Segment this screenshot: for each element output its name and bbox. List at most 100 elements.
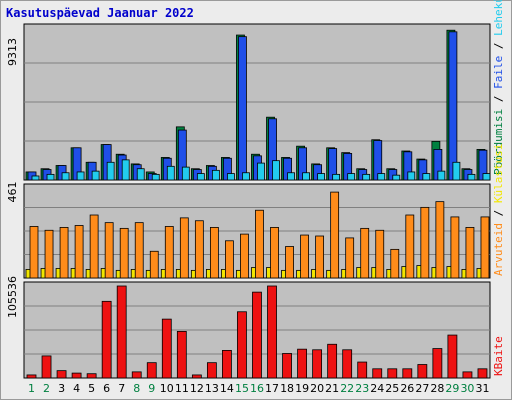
sites-bar-day-17 bbox=[270, 227, 279, 279]
kbytes-bar-day-16 bbox=[252, 291, 262, 379]
kbytes-legend: KBaite bbox=[492, 336, 505, 376]
sites-bar-day-29 bbox=[450, 216, 460, 279]
pages-bar-day-9 bbox=[151, 173, 160, 181]
kbytes-bar-day-29 bbox=[447, 334, 458, 379]
pages-bar-day-5 bbox=[91, 170, 100, 181]
legend-0-part-4: Lehekülgi bbox=[492, 0, 505, 36]
day-label-24: 24 bbox=[370, 382, 384, 395]
pages-bar-day-26 bbox=[407, 171, 416, 181]
sites-bar-day-18 bbox=[285, 246, 294, 279]
day-label-18: 18 bbox=[280, 382, 294, 395]
day-label-13: 13 bbox=[205, 382, 219, 395]
day-label-14: 14 bbox=[220, 382, 234, 395]
sites-bar-day-9 bbox=[149, 250, 159, 279]
legend-0-part-2: Faile bbox=[492, 56, 505, 89]
sites-bar-day-20 bbox=[315, 235, 325, 279]
day-label-23: 23 bbox=[355, 382, 369, 395]
day-label-1: 1 bbox=[28, 382, 35, 395]
pages-bar-day-2 bbox=[46, 173, 55, 181]
sites-ymax-label: 461 bbox=[6, 182, 19, 203]
legend-2-part-0: KBaite bbox=[492, 336, 505, 376]
day-label-31: 31 bbox=[475, 382, 489, 395]
day-label-20: 20 bbox=[310, 382, 324, 395]
pages-bar-day-24 bbox=[377, 173, 386, 181]
sites-bar-day-16 bbox=[255, 209, 264, 279]
kbytes-bar-day-26 bbox=[402, 368, 413, 379]
pages-bar-day-22 bbox=[347, 173, 356, 181]
pages-bar-day-19 bbox=[302, 172, 310, 181]
kbytes-bar-day-15 bbox=[237, 311, 247, 379]
sites-bar-day-7 bbox=[119, 227, 129, 279]
kbytes-bar-day-11 bbox=[176, 330, 187, 379]
pages-bar-day-21 bbox=[332, 173, 341, 181]
sites-legend: Arvuteid / Külastusi bbox=[492, 144, 505, 276]
legend-1-part-2: Külastusi bbox=[492, 144, 505, 204]
sites-bar-day-19 bbox=[300, 234, 309, 279]
kbytes-bar-day-2 bbox=[41, 355, 52, 379]
legend-0-part-1: / bbox=[492, 89, 505, 109]
legend-0-part-3: / bbox=[492, 36, 505, 56]
kbytes-bar-day-4 bbox=[71, 372, 82, 379]
day-label-30: 30 bbox=[460, 382, 474, 395]
pages-bar-day-1 bbox=[31, 175, 40, 181]
kbytes-bar-day-10 bbox=[161, 318, 172, 379]
day-label-12: 12 bbox=[190, 382, 204, 395]
kbytes-bar-day-14 bbox=[222, 349, 232, 379]
kbytes-ymax-label: 105536 bbox=[6, 276, 19, 318]
sites-bar-day-4 bbox=[74, 225, 84, 279]
day-label-9: 9 bbox=[148, 382, 155, 395]
files-bar-day-29 bbox=[448, 31, 458, 181]
day-label-26: 26 bbox=[400, 382, 414, 395]
day-label-15: 15 bbox=[235, 382, 249, 395]
kbytes-bar-day-12 bbox=[191, 374, 202, 379]
pages-bar-day-31 bbox=[482, 173, 491, 181]
sites-bar-day-30 bbox=[465, 227, 475, 279]
sites-bar-day-14 bbox=[225, 240, 234, 279]
pages-bar-day-20 bbox=[317, 173, 326, 181]
kbytes-bar-day-18 bbox=[282, 353, 292, 379]
day-labels: 1 2 3 4 5 6 7 8 9 10 11 12 13 14 15 16 17 18 19 20 21 22 23 24 2… bbox=[28, 382, 489, 395]
pages-bar-day-8 bbox=[136, 168, 145, 181]
kbytes-bar-day-3 bbox=[56, 370, 67, 379]
pages-bar-day-12 bbox=[196, 173, 205, 181]
pages-bar-day-13 bbox=[211, 169, 220, 181]
kbytes-bar-day-1 bbox=[26, 374, 37, 379]
day-label-7: 7 bbox=[118, 382, 125, 395]
pages-bar-day-4 bbox=[76, 171, 85, 181]
day-label-11: 11 bbox=[175, 382, 189, 395]
legend-1-part-1: / bbox=[492, 203, 505, 223]
sites-bar-day-12 bbox=[194, 220, 204, 279]
sites-bar-day-2 bbox=[44, 229, 54, 279]
sites-bar-day-3 bbox=[59, 227, 69, 279]
day-label-25: 25 bbox=[385, 382, 399, 395]
sites-bar-day-13 bbox=[209, 227, 219, 279]
day-label-19: 19 bbox=[295, 382, 309, 395]
sites-bar-day-21 bbox=[330, 191, 340, 279]
day-label-22: 22 bbox=[340, 382, 354, 395]
sites-bar-day-26 bbox=[405, 214, 415, 279]
sites-bar-day-24 bbox=[375, 229, 385, 279]
day-label-29: 29 bbox=[445, 382, 459, 395]
sites-bar-day-27 bbox=[420, 206, 430, 279]
kbytes-bar-day-17 bbox=[267, 285, 277, 379]
kbytes-bar-day-27 bbox=[417, 364, 428, 379]
sites-bar-day-6 bbox=[104, 222, 114, 279]
hits-ymax-label: 9313 bbox=[6, 38, 19, 66]
day-label-28: 28 bbox=[430, 382, 444, 395]
chart-title: Kasutuspäevad Jaanuar 2022 bbox=[6, 6, 194, 20]
sites-bar-day-5 bbox=[89, 214, 99, 279]
day-label-27: 27 bbox=[415, 382, 429, 395]
kbytes-bar-day-20 bbox=[312, 349, 323, 379]
pages-bar-day-16 bbox=[257, 162, 265, 181]
pages-bar-day-10 bbox=[166, 165, 175, 181]
sites-bar-day-28 bbox=[435, 201, 445, 279]
kbytes-bar-day-13 bbox=[206, 362, 217, 379]
pages-bar-day-27 bbox=[422, 173, 431, 181]
kbytes-bar-day-5 bbox=[86, 373, 97, 379]
sites-bar-day-10 bbox=[164, 226, 174, 279]
kbytes-bar-day-23 bbox=[357, 361, 368, 379]
kbytes-bar-day-6 bbox=[101, 300, 112, 379]
pages-bar-day-17 bbox=[272, 160, 280, 181]
kbytes-bar-day-22 bbox=[342, 349, 353, 379]
